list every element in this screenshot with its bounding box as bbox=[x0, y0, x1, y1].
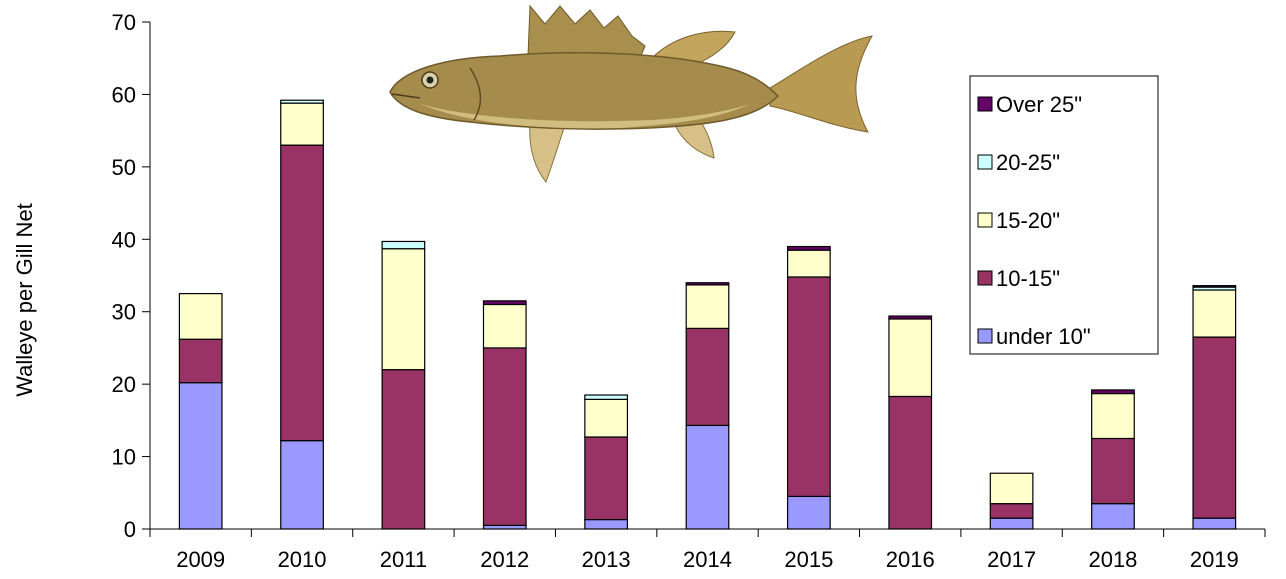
legend-swatch bbox=[977, 96, 993, 112]
bar-2012-series-4 bbox=[482, 300, 527, 306]
bar-2019-series-2 bbox=[1192, 289, 1237, 338]
legend-swatch bbox=[977, 270, 993, 286]
bar-2016-series-1 bbox=[888, 395, 933, 530]
x-tick-label: 2017 bbox=[987, 547, 1036, 572]
legend-swatch bbox=[977, 212, 993, 228]
x-tick-label: 2010 bbox=[278, 547, 327, 572]
x-tick-label: 2012 bbox=[480, 547, 529, 572]
legend-label: 15-20" bbox=[996, 208, 1060, 233]
legend-box bbox=[969, 75, 1159, 355]
bar-2019-series-1 bbox=[1192, 336, 1237, 519]
y-tick-label: 70 bbox=[112, 10, 136, 35]
bar-2014-series-1 bbox=[685, 327, 730, 427]
walleye-fish-illustration bbox=[389, 4, 873, 183]
legend-label: under 10" bbox=[996, 324, 1091, 349]
bar-2013-series-2 bbox=[584, 398, 629, 438]
bar-2016-series-4 bbox=[888, 315, 933, 320]
bar-2018-series-1 bbox=[1091, 437, 1135, 505]
bar-2016-series-2 bbox=[888, 318, 933, 398]
legend-swatch bbox=[977, 154, 993, 170]
bar-2013-series-1 bbox=[584, 436, 629, 521]
x-tick-label: 2011 bbox=[380, 547, 427, 572]
y-tick-label: 50 bbox=[112, 155, 136, 180]
y-tick-label: 40 bbox=[112, 227, 136, 252]
x-axis-ticks: 2009 2010 2011 2012 2013 2014 2015 2016 2017 2018… bbox=[149, 529, 1266, 572]
x-tick-label: 2016 bbox=[886, 547, 935, 572]
legend-label: 10-15" bbox=[996, 266, 1060, 291]
y-tick-label: 10 bbox=[112, 445, 136, 470]
bar-2009-series-0 bbox=[178, 382, 223, 530]
bar-2015-series-0 bbox=[786, 495, 831, 530]
y-tick-label: 30 bbox=[112, 300, 136, 325]
y-tick-label: 60 bbox=[112, 82, 136, 107]
y-tick-label: 20 bbox=[112, 372, 136, 397]
bar-2019-series-4 bbox=[1192, 285, 1237, 288]
bar-2015-series-1 bbox=[786, 276, 831, 498]
bar-2017-series-2 bbox=[989, 472, 1034, 505]
legend: Over 25" 20-25" 15-20" 10-15" under 10" bbox=[969, 75, 1159, 355]
bar-2011-series-2 bbox=[381, 248, 426, 371]
bar-2018-series-4 bbox=[1091, 389, 1135, 395]
bar-2019-series-0 bbox=[1192, 517, 1237, 530]
bar-2013-series-0 bbox=[584, 518, 629, 530]
y-axis-ticks: 0 10 20 30 40 50 60 70 bbox=[112, 10, 150, 542]
bar-2010-series-3 bbox=[280, 99, 324, 104]
bar-2013-series-3 bbox=[584, 394, 629, 400]
bar-2010-series-2 bbox=[280, 102, 324, 146]
bar-2009-series-2 bbox=[178, 293, 223, 340]
legend-swatch bbox=[977, 328, 993, 344]
x-tick-label: 2013 bbox=[582, 547, 631, 572]
bar-2018-series-2 bbox=[1091, 392, 1135, 440]
bar-2014-series-0 bbox=[685, 424, 730, 530]
bar-2017-series-0 bbox=[989, 517, 1034, 530]
bar-2015-series-4 bbox=[786, 245, 831, 251]
bar-2012-series-2 bbox=[482, 303, 527, 349]
y-axis-title: Walleye per Gill Net bbox=[12, 203, 37, 397]
bar-2018-series-0 bbox=[1091, 503, 1135, 530]
legend-label: Over 25" bbox=[996, 92, 1082, 117]
bar-2009-series-1 bbox=[178, 338, 223, 384]
x-tick-label: 2015 bbox=[784, 547, 833, 572]
x-tick-label: 2018 bbox=[1088, 547, 1137, 572]
x-tick-label: 2009 bbox=[176, 547, 225, 572]
bar-2011-series-3 bbox=[381, 240, 426, 250]
bar-2014-series-4 bbox=[685, 282, 730, 286]
y-tick-label: 0 bbox=[124, 517, 136, 542]
x-tick-label: 2019 bbox=[1190, 547, 1239, 572]
x-tick-label: 2014 bbox=[683, 547, 732, 572]
bar-2010-series-1 bbox=[280, 144, 324, 442]
bar-2015-series-2 bbox=[786, 249, 831, 278]
legend-label: 20-25" bbox=[996, 150, 1060, 175]
bar-area bbox=[178, 99, 1237, 530]
bar-2014-series-2 bbox=[685, 284, 730, 329]
bar-2010-series-0 bbox=[280, 440, 324, 530]
bar-2012-series-1 bbox=[482, 347, 527, 526]
bar-2011-series-1 bbox=[381, 369, 426, 530]
bar-2017-series-1 bbox=[989, 503, 1034, 519]
